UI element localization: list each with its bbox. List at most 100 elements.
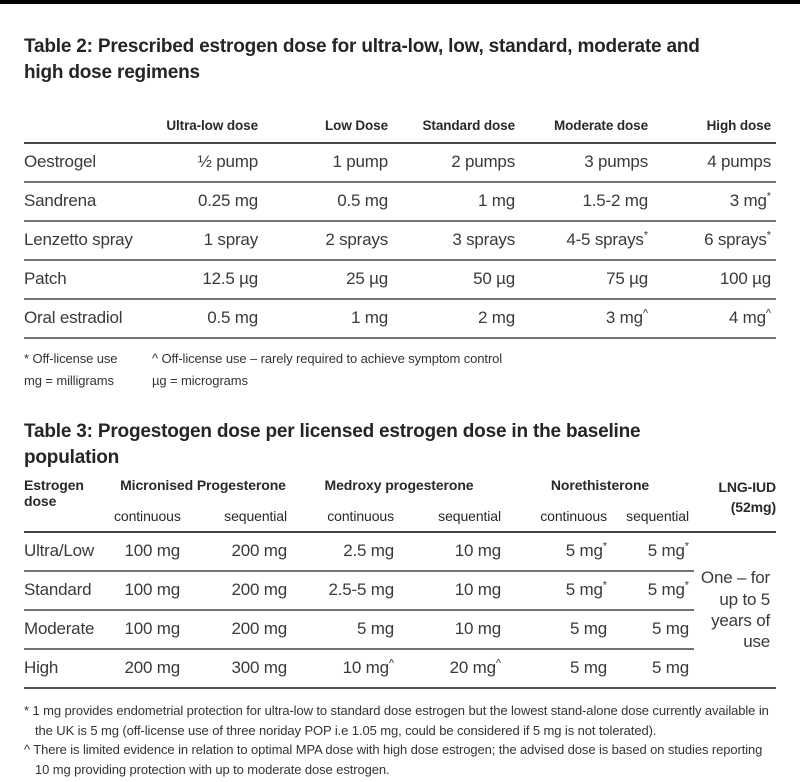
footnote-mg-legend: mg = milligrams [24,373,114,389]
dose-cell: 10 mg [399,609,506,650]
table-row: Standard 100 mg 200 mg 2.5-5 mg 10 mg 5 … [24,570,776,611]
footnote-marker: * [766,190,771,203]
dose-cell: 3 mg^ [520,298,653,339]
table-row: Lenzetto spray 1 spray 2 sprays 3 sprays… [24,220,776,261]
table2-col-low: Low Dose [263,101,393,144]
table-row: Oestrogel ½ pump 1 pump 2 pumps 3 pumps … [24,142,776,183]
dose-cell: 0.5 mg [263,181,393,222]
footnote-marker: * [684,579,689,592]
row-label: High [24,648,114,689]
dose-cell: 2.5-5 mg [292,570,399,611]
table3-footnotes: * 1 mg provides endometrial protection f… [24,701,776,780]
row-label: Moderate [24,609,114,650]
subcol-continuous: continuous [292,497,399,533]
dose-cell: 4-5 sprays* [520,220,653,261]
lng-iud-strength: (52mg) [730,499,776,516]
table2-col-standard: Standard dose [393,101,520,144]
dose-cell: 100 µg [653,259,776,300]
table3-col-estrogen-dose: Estrogen dose [24,476,114,533]
footnote-off-license-caret: ^ Off-license use – rarely required to a… [152,350,503,366]
dose-cell: 200 mg [185,609,292,650]
dose-cell: 5 mg [612,648,694,689]
subcol-continuous: continuous [506,497,612,533]
table-row: Moderate 100 mg 200 mg 5 mg 10 mg 5 mg 5… [24,609,776,650]
table-row: Ultra/Low 100 mg 200 mg 2.5 mg 10 mg 5 m… [24,531,776,689]
dose-cell: 5 mg [506,609,612,650]
footnote-marker: * [684,540,689,553]
dose-cell: 2 mg [393,298,520,339]
table-row: Oral estradiol 0.5 mg 1 mg 2 mg 3 mg^ 4 … [24,298,776,339]
subcol-sequential: sequential [185,497,292,533]
dose-cell: 6 sprays* [653,220,776,261]
dose-cell: 10 mg [399,531,506,572]
table2-col-moderate: Moderate dose [520,101,653,144]
dose-cell: 5 mg [292,609,399,650]
dose-cell: 5 mg* [612,570,694,611]
dose-cell: 2.5 mg [292,531,399,572]
footnote-marker: * [766,229,771,242]
dose-cell: 3 mg* [653,181,776,222]
dose-cell: 200 mg [114,648,185,689]
dose-cell: 1 mg [393,181,520,222]
table2-col-ultra-low: Ultra-low dose [139,101,263,144]
footnote-marker: * [643,229,648,242]
table3-group-header-row: Estrogen dose Micronised Progesterone Me… [24,476,776,533]
row-label: Oral estradiol [24,298,139,339]
dose-cell: 4 pumps [653,142,776,183]
dose-cell: 5 mg* [506,570,612,611]
row-label: Patch [24,259,139,300]
table-row: High 200 mg 300 mg 10 mg^ 20 mg^ 5 mg 5 … [24,648,776,689]
dose-cell: 3 pumps [520,142,653,183]
dose-cell: 100 mg [114,609,185,650]
table-row: Patch 12.5 µg 25 µg 50 µg 75 µg 100 µg [24,259,776,300]
footnote-endometrial-protection: * 1 mg provides endometrial protection f… [24,702,769,738]
table3-group-micronised: Micronised Progesterone [120,476,286,493]
footnote-marker: ^ [388,657,394,670]
footnote-ug-legend: µg = micrograms [152,373,248,389]
lng-iud-duration-cell: One – for up to 5 years of use [694,531,776,689]
dose-cell: 300 mg [185,648,292,689]
table2-col-empty [24,101,139,144]
table3-subheader-row: continuous sequential continuous sequent… [24,497,776,533]
dose-cell: 1 mg [263,298,393,339]
document-page: Table 2: Prescribed estrogen dose for ul… [0,34,800,780]
table2-estrogen-dose: Ultra-low dose Low Dose Standard dose Mo… [24,101,776,339]
row-label: Ultra/Low [24,531,114,572]
footnote-off-license-star: * Off-license use [24,350,118,366]
table3-group-medroxy: Medroxy progesterone [324,476,474,493]
table3-group-norethisterone: Norethisterone [550,476,650,493]
dose-cell: 50 µg [393,259,520,300]
dose-cell: 75 µg [520,259,653,300]
table2-col-high: High dose [653,101,776,144]
dose-cell: 2 sprays [263,220,393,261]
table2-footnotes: * Off-license use ^ Off-license use – ra… [24,348,776,394]
dose-cell: 3 sprays [393,220,520,261]
row-label: Sandrena [24,181,139,222]
dose-cell: 100 mg [114,531,185,572]
table3-title: Table 3: Progestogen dose per licensed e… [24,421,641,468]
footnote-marker: ^ [495,657,501,670]
row-label: Lenzetto spray [24,220,139,261]
footnote-marker: * [602,540,607,553]
dose-cell: 0.5 mg [139,298,263,339]
subcol-sequential: sequential [612,497,694,533]
dose-cell: 200 mg [185,570,292,611]
row-label: Standard [24,570,114,611]
table2-header-row: Ultra-low dose Low Dose Standard dose Mo… [24,101,776,144]
table3-progestogen-dose: Estrogen dose Micronised Progesterone Me… [24,476,776,689]
footnote-mpa-evidence: ^ There is limited evidence in relation … [24,742,763,778]
dose-cell: 20 mg^ [399,648,506,689]
dose-cell: 5 mg [612,609,694,650]
dose-cell: 25 µg [263,259,393,300]
page-top-rule [0,0,800,4]
dose-cell: 200 mg [185,531,292,572]
footnote-marker: ^ [642,307,648,320]
dose-cell: 5 mg* [506,531,612,572]
dose-cell: 10 mg^ [292,648,399,689]
subcol-continuous: continuous [114,497,185,533]
lng-iud-label: LNG-IUD [718,478,776,495]
dose-cell: 1 spray [139,220,263,261]
dose-cell: 5 mg* [612,531,694,572]
row-label: Oestrogel [24,142,139,183]
dose-cell: 100 mg [114,570,185,611]
